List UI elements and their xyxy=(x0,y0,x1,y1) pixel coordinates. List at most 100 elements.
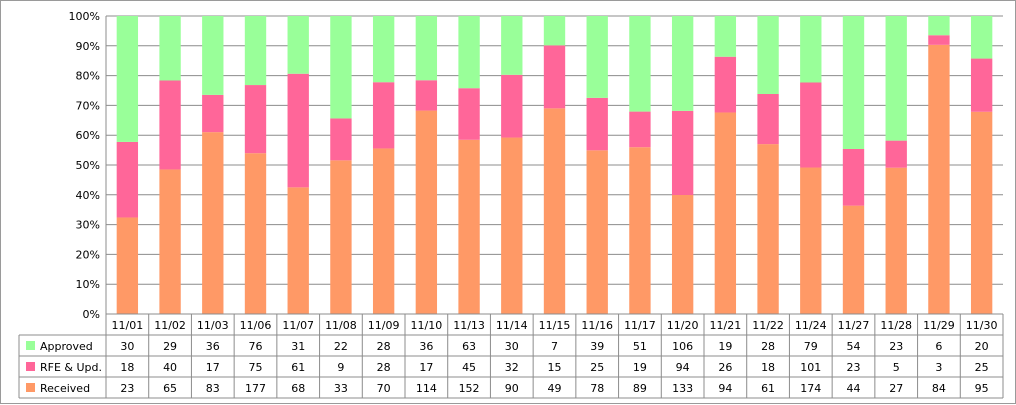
x-category-label: 11/29 xyxy=(923,319,955,332)
bar-segment-rfe-upd xyxy=(116,141,139,218)
bar-segment-received xyxy=(244,153,267,314)
x-category-label: 11/27 xyxy=(838,319,870,332)
data-table-value: 28 xyxy=(761,340,775,353)
x-category-label: 11/01 xyxy=(112,319,144,332)
data-table-value: 174 xyxy=(800,382,821,395)
bar-segment-rfe-upd xyxy=(800,82,822,168)
bar-segment-received xyxy=(757,144,779,314)
bar-segment-approved xyxy=(757,16,779,94)
data-table-value: 84 xyxy=(932,382,946,395)
data-table-value: 19 xyxy=(633,361,647,374)
bar-segment-approved xyxy=(372,16,395,83)
data-table-value: 20 xyxy=(975,340,989,353)
bar-segment-approved xyxy=(714,16,737,57)
data-table-value: 51 xyxy=(633,340,647,353)
bar-segment-approved xyxy=(244,16,267,86)
bar-segment-received xyxy=(543,108,566,314)
bar-segment-received xyxy=(885,167,907,314)
x-category-label: 11/02 xyxy=(154,319,186,332)
data-table-value: 29 xyxy=(163,340,177,353)
bars xyxy=(116,16,993,315)
data-table-value: 5 xyxy=(893,361,900,374)
data-table-value: 54 xyxy=(847,340,861,353)
x-category-label: 11/09 xyxy=(368,319,400,332)
bar-segment-approved xyxy=(159,16,181,81)
bar-segment-rfe-upd xyxy=(885,140,907,168)
data-table-value: 94 xyxy=(718,382,732,395)
y-tick-label: 10% xyxy=(76,278,100,291)
data-table-value: 44 xyxy=(847,382,861,395)
x-category-label: 11/06 xyxy=(240,319,272,332)
data-table-value: 18 xyxy=(120,361,134,374)
data-table-value: 61 xyxy=(291,361,305,374)
data-table-value: 31 xyxy=(291,340,305,353)
x-category-label: 11/17 xyxy=(624,319,656,332)
bar-segment-rfe-upd xyxy=(501,74,523,138)
bar-segment-rfe-upd xyxy=(330,118,352,161)
y-tick-label: 100% xyxy=(69,10,100,23)
bar-segment-rfe-upd xyxy=(458,88,480,140)
data-table-value: 23 xyxy=(889,340,903,353)
y-axis: 0% 10% 20% 30% 40% 50% 60% 70% 80% 90% 100% xyxy=(69,10,107,321)
bar-segment-approved xyxy=(287,16,309,74)
bar-segment-received xyxy=(415,110,438,314)
bar-segment-rfe-upd xyxy=(842,148,865,206)
y-tick-label: 30% xyxy=(76,219,100,232)
bar-segment-received xyxy=(501,137,523,314)
bar-segment-received xyxy=(287,187,309,314)
legend-key xyxy=(26,383,35,392)
data-table-value: 45 xyxy=(462,361,476,374)
x-category-label: 11/30 xyxy=(966,319,998,332)
x-category-label: 11/28 xyxy=(880,319,912,332)
bar-segment-rfe-upd xyxy=(629,111,651,148)
data-table-value: 32 xyxy=(505,361,519,374)
x-category-label: 11/15 xyxy=(539,319,571,332)
bar-segment-rfe-upd xyxy=(159,80,181,170)
data-table-value: 25 xyxy=(975,361,989,374)
bar-segment-received xyxy=(970,111,993,315)
data-table-value: 22 xyxy=(334,340,348,353)
x-category-label: 11/16 xyxy=(581,319,613,332)
data-table-value: 36 xyxy=(419,340,433,353)
y-tick-label: 20% xyxy=(76,248,100,261)
bar-segment-rfe-upd xyxy=(671,110,694,195)
data-table-value: 49 xyxy=(548,382,562,395)
data-table-value: 17 xyxy=(206,361,220,374)
bar-segment-received xyxy=(458,139,480,314)
data-table-value: 76 xyxy=(249,340,263,353)
bar-segment-rfe-upd xyxy=(372,82,395,149)
data-table-value: 79 xyxy=(804,340,818,353)
bar-segment-rfe-upd xyxy=(543,45,566,109)
data-table-value: 23 xyxy=(120,382,134,395)
data-table-value: 25 xyxy=(590,361,604,374)
bar-segment-approved xyxy=(415,16,438,81)
data-table-value: 18 xyxy=(761,361,775,374)
data-table-value: 28 xyxy=(377,340,391,353)
data-table-value: 89 xyxy=(633,382,647,395)
bar-segment-received xyxy=(586,150,608,314)
legend-key xyxy=(26,341,35,350)
bar-segment-rfe-upd xyxy=(586,97,608,151)
bar-segment-rfe-upd xyxy=(970,58,993,112)
y-tick-label: 0% xyxy=(83,308,100,321)
bar-segment-approved xyxy=(671,16,694,111)
bar-segment-received xyxy=(671,194,694,314)
bar-segment-rfe-upd xyxy=(928,35,950,45)
x-category-label: 11/14 xyxy=(496,319,528,332)
bar-segment-approved xyxy=(928,16,950,36)
data-table-value: 106 xyxy=(672,340,693,353)
data-table-value: 90 xyxy=(505,382,519,395)
x-category-label: 11/21 xyxy=(710,319,742,332)
data-table-value: 39 xyxy=(590,340,604,353)
bar-segment-rfe-upd xyxy=(714,56,737,113)
data-table-value: 9 xyxy=(337,361,344,374)
bar-segment-approved xyxy=(629,16,651,112)
bar-segment-approved xyxy=(501,16,523,75)
data-table-value: 6 xyxy=(935,340,942,353)
bar-segment-received xyxy=(372,148,395,314)
y-tick-label: 70% xyxy=(76,99,100,112)
y-tick-label: 50% xyxy=(76,159,100,172)
bar-segment-rfe-upd xyxy=(244,85,267,154)
bar-segment-received xyxy=(928,44,950,314)
